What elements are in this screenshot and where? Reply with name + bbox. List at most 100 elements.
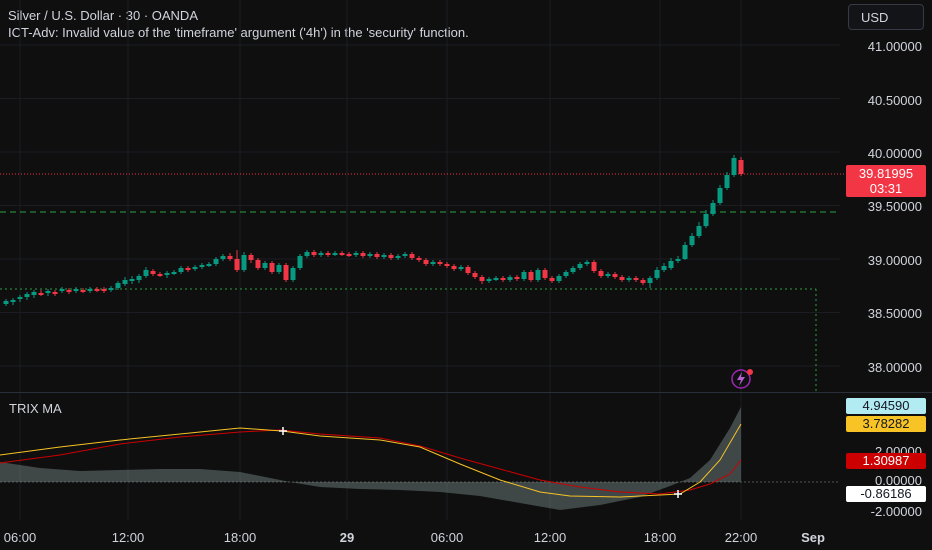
candle-body xyxy=(367,254,373,256)
candle-body xyxy=(731,158,737,175)
candle-body xyxy=(262,263,268,268)
current-price-label: 39.81995 03:31 xyxy=(846,165,926,197)
current-price-value: 39.81995 xyxy=(858,166,914,181)
candle-body xyxy=(339,253,345,255)
indicator-error-message: ICT-Adv: Invalid value of the 'timeframe… xyxy=(8,25,469,40)
candle-body xyxy=(668,261,674,268)
cross-marker-icon xyxy=(279,427,287,435)
time-tick: 29 xyxy=(339,530,355,545)
candle-body xyxy=(619,277,625,280)
candle-body xyxy=(227,256,233,259)
symbol-title[interactable]: Silver / U.S. Dollar · 30 · OANDA xyxy=(8,8,198,23)
candle-body xyxy=(521,272,527,279)
candle-body xyxy=(437,262,443,264)
candle-body xyxy=(248,255,254,260)
candle-body xyxy=(143,270,149,276)
candle-body xyxy=(612,274,618,277)
time-tick: 12:00 xyxy=(111,530,145,545)
candle-body xyxy=(479,277,485,281)
candle-body xyxy=(556,276,562,281)
candle-body xyxy=(388,255,394,258)
candle-body xyxy=(136,276,142,280)
candle-body xyxy=(689,236,695,245)
indicator-value-label: -0.86186 xyxy=(846,486,926,502)
candle-body xyxy=(45,291,51,293)
candle-body xyxy=(318,253,324,255)
candle-body xyxy=(66,290,72,292)
price-axis[interactable]: 41.00000 40.50000 40.00000 39.50000 39.0… xyxy=(841,0,932,391)
time-tick: 06:00 xyxy=(430,530,464,545)
candle-body xyxy=(122,280,128,284)
candle-body xyxy=(584,262,590,264)
price-tick: 41.00000 xyxy=(867,39,922,54)
candle-body xyxy=(675,259,681,261)
candle-body xyxy=(178,268,184,272)
candle-body xyxy=(395,256,401,258)
candle-body xyxy=(493,278,499,280)
candle-body xyxy=(3,301,9,304)
indicator-value-label: 4.94590 xyxy=(846,398,926,414)
candle-body xyxy=(38,293,44,295)
candle-body xyxy=(269,263,275,272)
candle-body xyxy=(108,288,114,290)
price-tick: 39.50000 xyxy=(867,199,922,214)
candle-body xyxy=(402,254,408,256)
lightning-bolt-icon xyxy=(737,372,745,386)
candle-body xyxy=(234,259,240,270)
time-tick: 22:00 xyxy=(724,530,758,545)
bar-countdown: 03:31 xyxy=(869,181,903,196)
indicator-tick: 0.00000 xyxy=(875,473,922,488)
candle-body xyxy=(115,283,121,288)
lightning-alert-icon xyxy=(731,369,751,389)
candle-body xyxy=(577,264,583,268)
currency-button[interactable]: USD xyxy=(848,4,924,30)
indicator-value-label: 3.78282 xyxy=(846,416,926,432)
time-tick: 12:00 xyxy=(533,530,567,545)
candle-body xyxy=(472,273,478,277)
indicator-value-label: 1.30987 xyxy=(846,453,926,469)
cross-marker-icon xyxy=(674,490,682,498)
candle-body xyxy=(507,277,513,280)
candle-body xyxy=(31,292,37,295)
candle-body xyxy=(164,273,170,275)
candle-body xyxy=(444,264,450,266)
candle-body xyxy=(409,254,415,258)
candle-body xyxy=(199,265,205,267)
time-tick: 18:00 xyxy=(223,530,257,545)
candle-body xyxy=(563,272,569,276)
candle-body xyxy=(661,266,667,270)
time-tick: Sep xyxy=(801,530,825,545)
candle-body xyxy=(353,253,359,255)
alert-dot-icon xyxy=(747,369,753,375)
candle-body xyxy=(549,278,555,281)
candle-body xyxy=(17,297,23,299)
pane-separator[interactable] xyxy=(0,392,932,393)
candle-body xyxy=(360,253,366,256)
candle-body xyxy=(220,256,226,259)
candle-body xyxy=(724,175,730,188)
candle-body xyxy=(598,271,604,276)
candle-body xyxy=(283,265,289,280)
time-tick: 06:00 xyxy=(3,530,37,545)
candle-body xyxy=(381,255,387,257)
candle-body xyxy=(255,260,261,268)
candle-body xyxy=(346,254,352,256)
candle-body xyxy=(500,278,506,280)
price-tick: 40.00000 xyxy=(867,146,922,161)
candle-body xyxy=(633,278,639,280)
indicator-legend-trix-ma[interactable]: TRIX MA xyxy=(9,401,62,416)
candle-body xyxy=(514,277,520,279)
candle-body xyxy=(80,290,86,292)
candle-body xyxy=(605,274,611,276)
candle-body xyxy=(304,252,310,256)
candle-body xyxy=(626,278,632,280)
candle-body xyxy=(59,289,65,291)
candle-body xyxy=(24,294,30,297)
candle-body xyxy=(10,300,16,302)
candle-body xyxy=(213,259,219,264)
price-tick: 39.00000 xyxy=(867,253,922,268)
candle-body xyxy=(94,289,100,291)
candle-body xyxy=(290,268,296,280)
indicator-tick: -2.00000 xyxy=(870,504,922,519)
